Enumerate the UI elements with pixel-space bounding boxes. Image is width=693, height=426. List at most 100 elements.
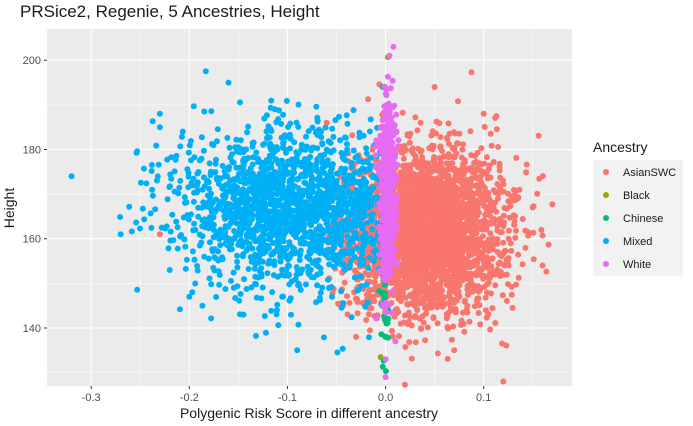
point-asianswc [539, 232, 546, 239]
point-mixed [341, 175, 348, 182]
point-mixed [266, 192, 273, 199]
point-mixed [249, 183, 256, 190]
point-mixed [310, 230, 317, 237]
point-asianswc [367, 327, 373, 334]
point-asianswc [446, 209, 453, 216]
point-mixed [341, 134, 348, 141]
point-mixed [226, 144, 233, 151]
point-mixed [164, 156, 171, 163]
point-mixed [224, 173, 231, 180]
point-mixed [304, 263, 311, 270]
point-asianswc [403, 204, 410, 211]
point-mixed [147, 210, 154, 217]
point-asianswc [401, 381, 408, 388]
point-asianswc [440, 153, 447, 160]
point-asianswc [469, 165, 475, 172]
point-mixed [231, 202, 238, 209]
point-mixed [234, 264, 241, 271]
point-asianswc [452, 189, 459, 196]
point-mixed [318, 203, 325, 210]
point-asianswc [453, 150, 460, 157]
point-mixed [301, 205, 307, 211]
point-mixed [275, 322, 282, 329]
point-mixed [300, 170, 307, 177]
point-asianswc [412, 339, 419, 346]
point-asianswc [368, 305, 375, 312]
point-asianswc [439, 148, 446, 154]
point-asianswc [458, 272, 465, 278]
point-mixed [323, 146, 330, 153]
point-asianswc [492, 282, 499, 289]
point-mixed [220, 207, 227, 214]
point-mixed [268, 230, 275, 237]
point-mixed [207, 205, 214, 212]
point-mixed [255, 245, 262, 252]
point-mixed [219, 162, 226, 169]
point-mixed [237, 137, 244, 144]
point-mixed [369, 173, 376, 179]
point-asianswc [477, 272, 484, 279]
point-mixed [252, 273, 259, 280]
point-mixed [294, 176, 301, 183]
point-asianswc [466, 318, 473, 325]
point-mixed [290, 250, 297, 257]
point-mixed [233, 164, 240, 171]
point-mixed [274, 301, 281, 308]
point-mixed [305, 170, 312, 176]
point-asianswc [505, 190, 511, 197]
point-asianswc [487, 326, 494, 333]
point-asianswc [461, 298, 468, 305]
point-asianswc [442, 252, 449, 259]
point-mixed [167, 171, 174, 178]
point-mixed [340, 300, 347, 307]
point-asianswc [479, 168, 485, 175]
point-mixed [154, 173, 161, 180]
point-mixed [217, 242, 224, 249]
point-mixed [223, 234, 229, 241]
point-asianswc [432, 218, 439, 225]
point-mixed [167, 237, 174, 244]
point-asianswc [475, 283, 482, 290]
point-mixed [280, 111, 287, 118]
point-mixed [174, 245, 181, 252]
point-asianswc [493, 126, 500, 133]
point-mixed [201, 200, 208, 207]
point-mixed [270, 148, 276, 155]
point-mixed [298, 141, 305, 148]
point-mixed [248, 284, 255, 291]
point-mixed [357, 192, 363, 199]
point-asianswc [512, 234, 519, 241]
point-asianswc [429, 175, 436, 182]
point-mixed [307, 246, 314, 253]
point-asianswc [495, 144, 502, 150]
point-asianswc [374, 189, 381, 196]
point-asianswc [491, 217, 498, 224]
point-mixed [325, 236, 332, 243]
point-mixed [258, 164, 265, 171]
point-mixed [183, 256, 190, 263]
point-mixed [338, 304, 345, 311]
point-mixed [212, 169, 219, 176]
point-asianswc [460, 141, 467, 148]
point-mixed [229, 158, 236, 165]
point-asianswc [398, 272, 405, 279]
point-asianswc [443, 315, 450, 322]
point-asianswc [485, 279, 492, 286]
point-asianswc [417, 243, 424, 250]
point-mixed [246, 240, 253, 247]
point-mixed [117, 214, 124, 220]
point-asianswc [409, 145, 416, 152]
point-mixed [313, 262, 320, 269]
point-asianswc [449, 160, 456, 167]
point-asianswc [492, 320, 499, 326]
point-asianswc [450, 182, 457, 189]
point-asianswc [475, 209, 482, 216]
point-asianswc [422, 270, 428, 277]
point-mixed [363, 281, 370, 288]
point-mixed [331, 178, 338, 185]
point-mixed [195, 204, 202, 211]
point-mixed [181, 236, 188, 243]
point-mixed [241, 178, 248, 185]
point-mixed [288, 311, 294, 318]
point-asianswc [399, 169, 406, 176]
